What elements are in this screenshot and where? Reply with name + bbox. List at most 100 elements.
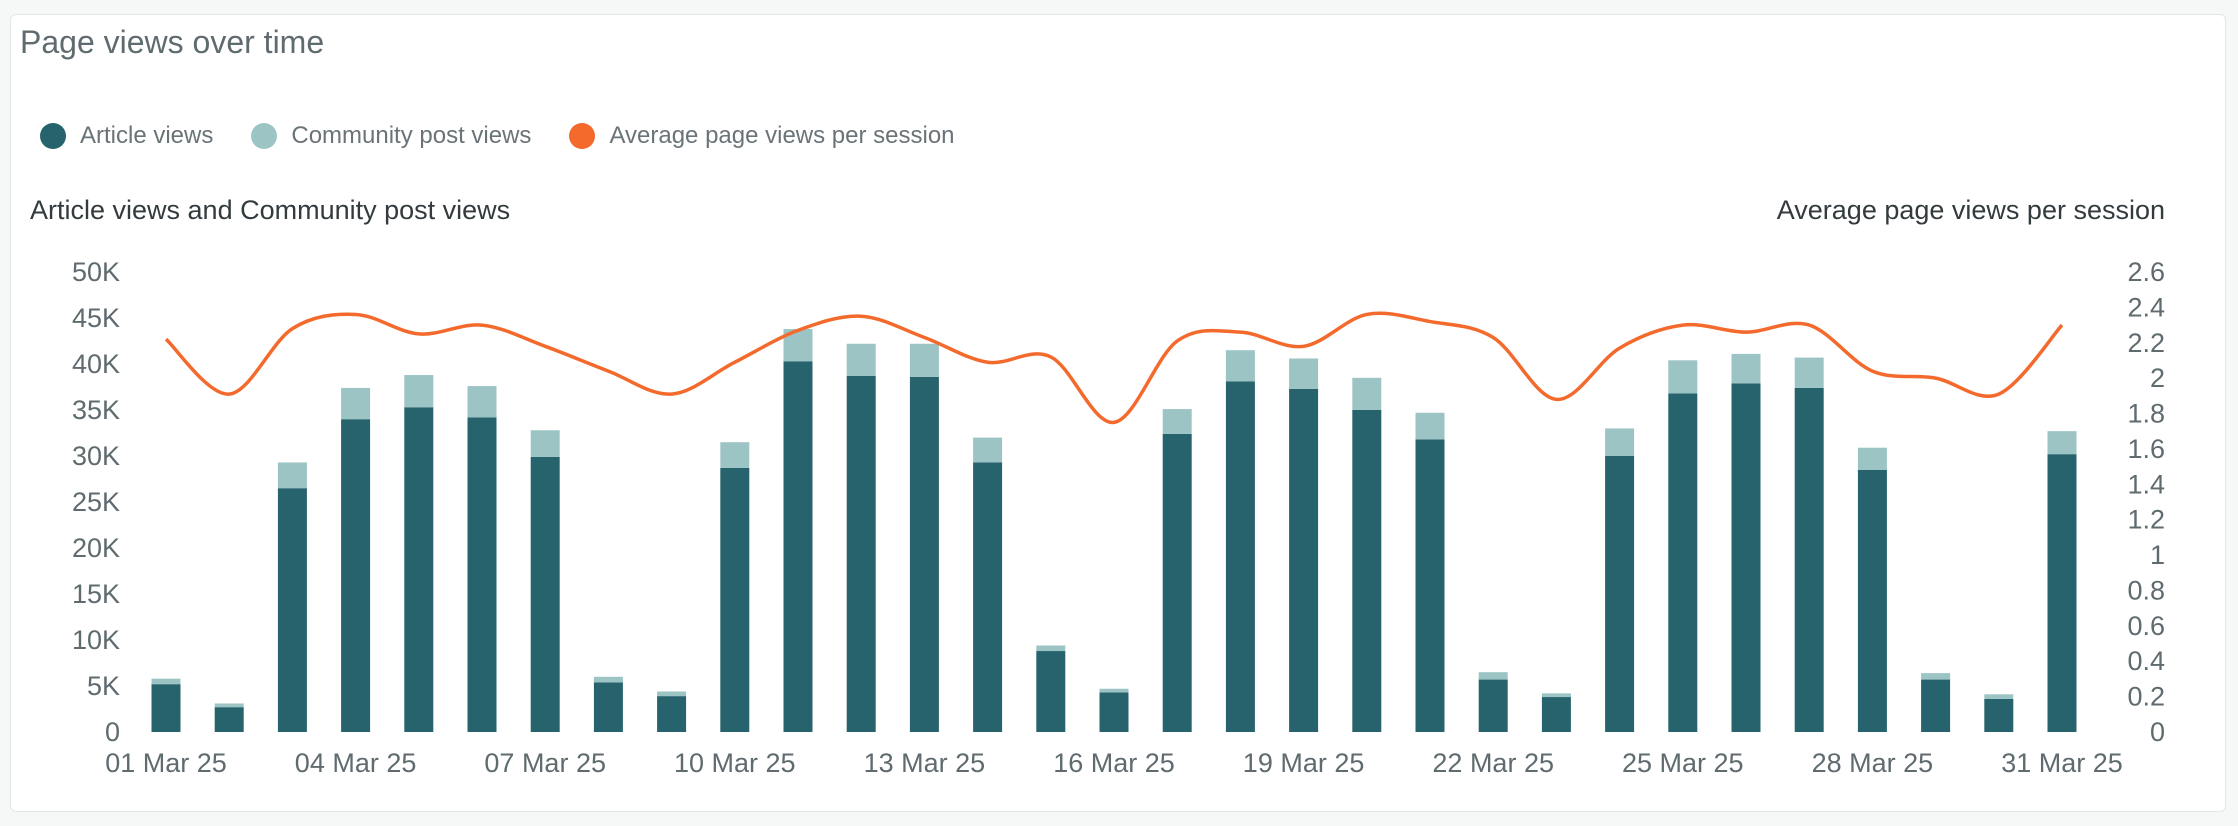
legend-label: Article views	[80, 122, 214, 149]
bar-article-views	[2047, 454, 2077, 732]
bar-community-post-views	[214, 703, 244, 708]
y-right-tick-label: 0.6	[2127, 611, 2165, 641]
bar-article-views	[1225, 381, 1255, 732]
bar-article-views	[151, 684, 181, 732]
bar-community-post-views	[909, 343, 939, 377]
bar-community-post-views	[1225, 350, 1255, 382]
y-left-tick-label: 0	[105, 717, 120, 747]
x-tick-label: 28 Mar 25	[1812, 748, 1934, 778]
y-left-tick-label: 5K	[87, 671, 120, 701]
chart-card	[10, 14, 2226, 812]
x-tick-label: 22 Mar 25	[1432, 748, 1554, 778]
bar-community-post-views	[1668, 360, 1698, 394]
bar-article-views	[846, 375, 876, 732]
x-tick-label: 13 Mar 25	[864, 748, 986, 778]
bar-article-views	[1289, 388, 1319, 732]
bar-article-views	[341, 419, 371, 732]
line-average-page-views	[164, 311, 2064, 425]
y-left-tick-label: 25K	[72, 487, 120, 517]
y-right-tick-label: 1.4	[2127, 469, 2165, 499]
bar-community-post-views	[1857, 447, 1887, 470]
bar-community-post-views	[1478, 672, 1508, 680]
y-right-tick-label: 0.2	[2127, 682, 2165, 712]
bar-article-views	[593, 682, 623, 732]
bar-community-post-views	[1099, 688, 1129, 693]
y-left-tick-label: 15K	[72, 579, 120, 609]
bar-article-views	[720, 467, 750, 732]
bar-article-views	[530, 456, 560, 732]
bar-community-post-views	[1731, 353, 1761, 384]
y-left-tick-label: 45K	[72, 303, 120, 333]
bar-article-views	[1162, 433, 1192, 732]
legend-label: Average page views per session	[609, 122, 955, 149]
bar-community-post-views	[1794, 357, 1824, 388]
bar-community-post-views	[2047, 431, 2077, 455]
y-right-tick-label: 2.6	[2127, 257, 2165, 287]
y-right-tick-label: 1	[2150, 540, 2165, 570]
bar-article-views	[1731, 383, 1761, 732]
bar-community-post-views	[973, 437, 1003, 463]
y-left-tick-label: 35K	[72, 395, 120, 425]
bar-article-views	[1794, 387, 1824, 732]
bar-article-views	[1036, 651, 1066, 732]
y-right-tick-label: 1.8	[2127, 399, 2165, 429]
bar-community-post-views	[1605, 428, 1635, 456]
x-tick-label: 10 Mar 25	[674, 748, 796, 778]
bar-community-post-views	[1036, 645, 1066, 652]
bar-article-views	[1668, 393, 1698, 732]
y-right-tick-label: 0.8	[2127, 575, 2165, 605]
bar-article-views	[277, 488, 307, 732]
y-left-tick-label: 10K	[72, 625, 120, 655]
bar-community-post-views	[277, 462, 307, 489]
bar-article-views	[783, 361, 813, 732]
bar-article-views	[657, 696, 687, 732]
bar-community-post-views	[1289, 358, 1319, 389]
chart-title: Page views over time	[20, 24, 325, 60]
x-tick-label: 04 Mar 25	[295, 748, 417, 778]
x-tick-label: 16 Mar 25	[1053, 748, 1175, 778]
y-right-tick-label: 1.6	[2127, 434, 2165, 464]
bar-community-post-views	[467, 386, 497, 418]
bar-community-post-views	[846, 343, 876, 376]
bar-community-post-views	[1352, 377, 1382, 410]
y-right-tick-label: 2.4	[2127, 292, 2165, 322]
legend-swatch-average-page-views	[569, 123, 596, 149]
bar-community-post-views	[593, 676, 623, 683]
legend-item-average-page-views[interactable]: Average page views per session	[569, 122, 955, 150]
bar-article-views	[1605, 456, 1635, 732]
y-right-tick-label: 2.2	[2127, 328, 2165, 358]
x-tick-label: 07 Mar 25	[484, 748, 606, 778]
bar-community-post-views	[1921, 673, 1951, 680]
y-left-tick-label: 20K	[72, 533, 120, 563]
bar-article-views	[1478, 679, 1508, 732]
bar-community-post-views	[404, 375, 434, 408]
bar-article-views	[1352, 410, 1382, 732]
legend-label: Community post views	[291, 122, 532, 149]
bar-article-views	[1984, 698, 2014, 732]
legend-item-community-post-views[interactable]: Community post views	[251, 122, 531, 150]
y-right-tick-label: 0	[2150, 717, 2165, 747]
y-right-tick-label: 1.2	[2127, 505, 2165, 535]
legend-item-article-views[interactable]: Article views	[40, 122, 213, 150]
bar-article-views	[1857, 469, 1887, 732]
bar-community-post-views	[720, 442, 750, 468]
x-tick-label: 01 Mar 25	[105, 748, 227, 778]
y-left-tick-label: 30K	[72, 441, 120, 471]
bar-article-views	[1099, 692, 1129, 732]
bar-article-views	[404, 407, 434, 732]
y-left-tick-label: 50K	[72, 257, 120, 287]
y-left-axis-title: Article views and Community post views	[30, 195, 510, 225]
bar-community-post-views	[1541, 693, 1571, 698]
bar-community-post-views	[657, 691, 687, 697]
bar-article-views	[214, 707, 244, 732]
bar-community-post-views	[1984, 694, 2014, 699]
bar-community-post-views	[151, 678, 181, 685]
y-right-tick-label: 0.4	[2127, 646, 2165, 676]
legend-swatch-article-views	[40, 123, 66, 149]
x-tick-label: 25 Mar 25	[1622, 748, 1744, 778]
bar-community-post-views	[1162, 409, 1192, 434]
bar-community-post-views	[1415, 412, 1445, 440]
x-tick-label: 19 Mar 25	[1243, 748, 1365, 778]
bar-article-views	[973, 462, 1003, 732]
